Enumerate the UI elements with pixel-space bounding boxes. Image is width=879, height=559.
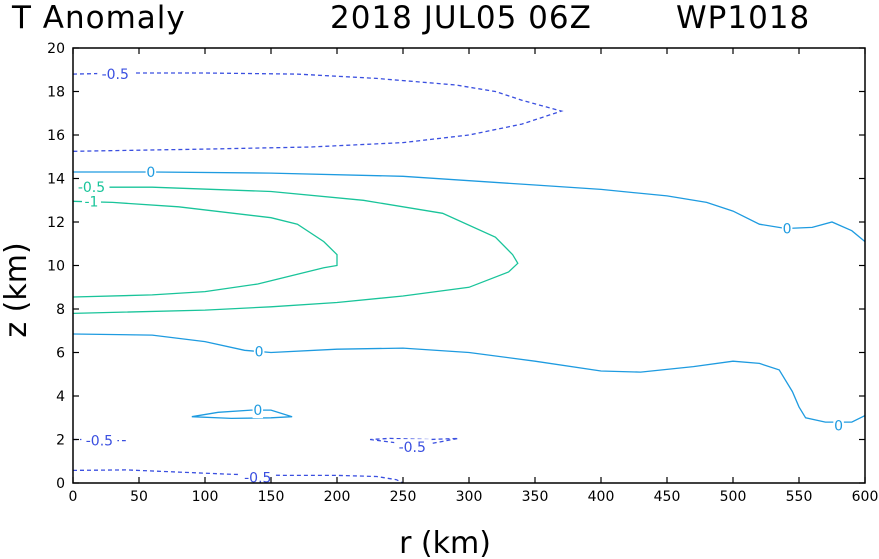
contour-label-bg bbox=[781, 220, 793, 237]
x-tick-label: 250 bbox=[390, 489, 417, 505]
contour-label-bg bbox=[97, 66, 134, 83]
y-tick-label: 18 bbox=[47, 85, 65, 101]
contour-label-bg bbox=[73, 179, 110, 196]
contour-line-zero-6 bbox=[191, 409, 293, 420]
contour-label-4: 0 bbox=[146, 165, 155, 181]
contour-line-neg-3 bbox=[72, 469, 404, 484]
contour-label-10: -1 bbox=[84, 194, 98, 210]
x-tick-label: 100 bbox=[192, 489, 219, 505]
contour-label-bg bbox=[252, 402, 264, 419]
x-tick-label: 0 bbox=[69, 489, 78, 505]
y-axis-ticks: 0 2 4 6 8 10 12 14 16 18 20 bbox=[47, 41, 865, 492]
contour-label-bg bbox=[81, 193, 101, 210]
contour-label-3: -0.5 bbox=[244, 471, 271, 487]
contour-label-bg bbox=[833, 417, 844, 434]
x-tick-label: 500 bbox=[720, 489, 747, 505]
contour-line-pos-7 bbox=[72, 186, 519, 315]
plot-frame bbox=[72, 47, 866, 484]
y-tick-label: 2 bbox=[56, 433, 65, 449]
contour-line-neg-2 bbox=[369, 437, 459, 445]
x-axis-ticks: 0 50 100 150 200 250 300 350 400 450 500 550 600 bbox=[69, 48, 879, 505]
contour-label-bg bbox=[253, 343, 265, 360]
x-tick-label: 200 bbox=[324, 489, 351, 505]
x-tick-label: 350 bbox=[522, 489, 549, 505]
y-tick-label: 16 bbox=[47, 128, 65, 144]
y-tick-label: 10 bbox=[47, 259, 65, 275]
contour-lines bbox=[72, 72, 866, 484]
y-axis-label: z (km) bbox=[0, 242, 34, 337]
y-tick-label: 4 bbox=[56, 389, 65, 405]
title-field: T Anomaly bbox=[12, 0, 186, 36]
y-tick-label: 6 bbox=[56, 346, 65, 362]
x-tick-label: 300 bbox=[456, 489, 483, 505]
contour-label-0: -0.5 bbox=[102, 67, 129, 83]
x-tick-label: 550 bbox=[786, 489, 813, 505]
contour-label-5: 0 bbox=[783, 222, 792, 238]
contour-label-bg bbox=[239, 469, 276, 486]
y-tick-label: 0 bbox=[56, 476, 65, 492]
x-tick-label: 150 bbox=[258, 489, 285, 505]
contour-label-8: 0 bbox=[834, 418, 843, 434]
contour-label-2: -0.5 bbox=[399, 440, 426, 456]
contour-line-zero-5 bbox=[72, 333, 866, 423]
x-axis-label: r (km) bbox=[399, 526, 491, 559]
contour-label-7: 0 bbox=[253, 403, 262, 419]
y-tick-label: 20 bbox=[47, 41, 65, 57]
contour-label-9: -0.5 bbox=[78, 180, 105, 196]
contour-line-neg-0 bbox=[72, 72, 564, 152]
x-tick-label: 50 bbox=[130, 489, 148, 505]
title-datetime: 2018 JUL05 06Z bbox=[330, 0, 592, 36]
contour-line-pos-8 bbox=[72, 200, 338, 298]
contour-line-zero-4 bbox=[73, 171, 866, 243]
contour-label-bg bbox=[394, 439, 431, 456]
contour-label-6: 0 bbox=[255, 344, 264, 360]
contour-label-bg bbox=[145, 163, 157, 180]
title-storm-id: WP1018 bbox=[676, 0, 811, 36]
x-tick-label: 600 bbox=[852, 489, 879, 505]
y-tick-label: 14 bbox=[47, 172, 65, 188]
contour-label-1: -0.5 bbox=[86, 434, 113, 450]
x-tick-label: 400 bbox=[588, 489, 615, 505]
contour-label-bg bbox=[81, 432, 118, 449]
x-tick-label: 450 bbox=[654, 489, 681, 505]
y-tick-label: 8 bbox=[56, 302, 65, 318]
y-tick-label: 12 bbox=[47, 215, 65, 231]
